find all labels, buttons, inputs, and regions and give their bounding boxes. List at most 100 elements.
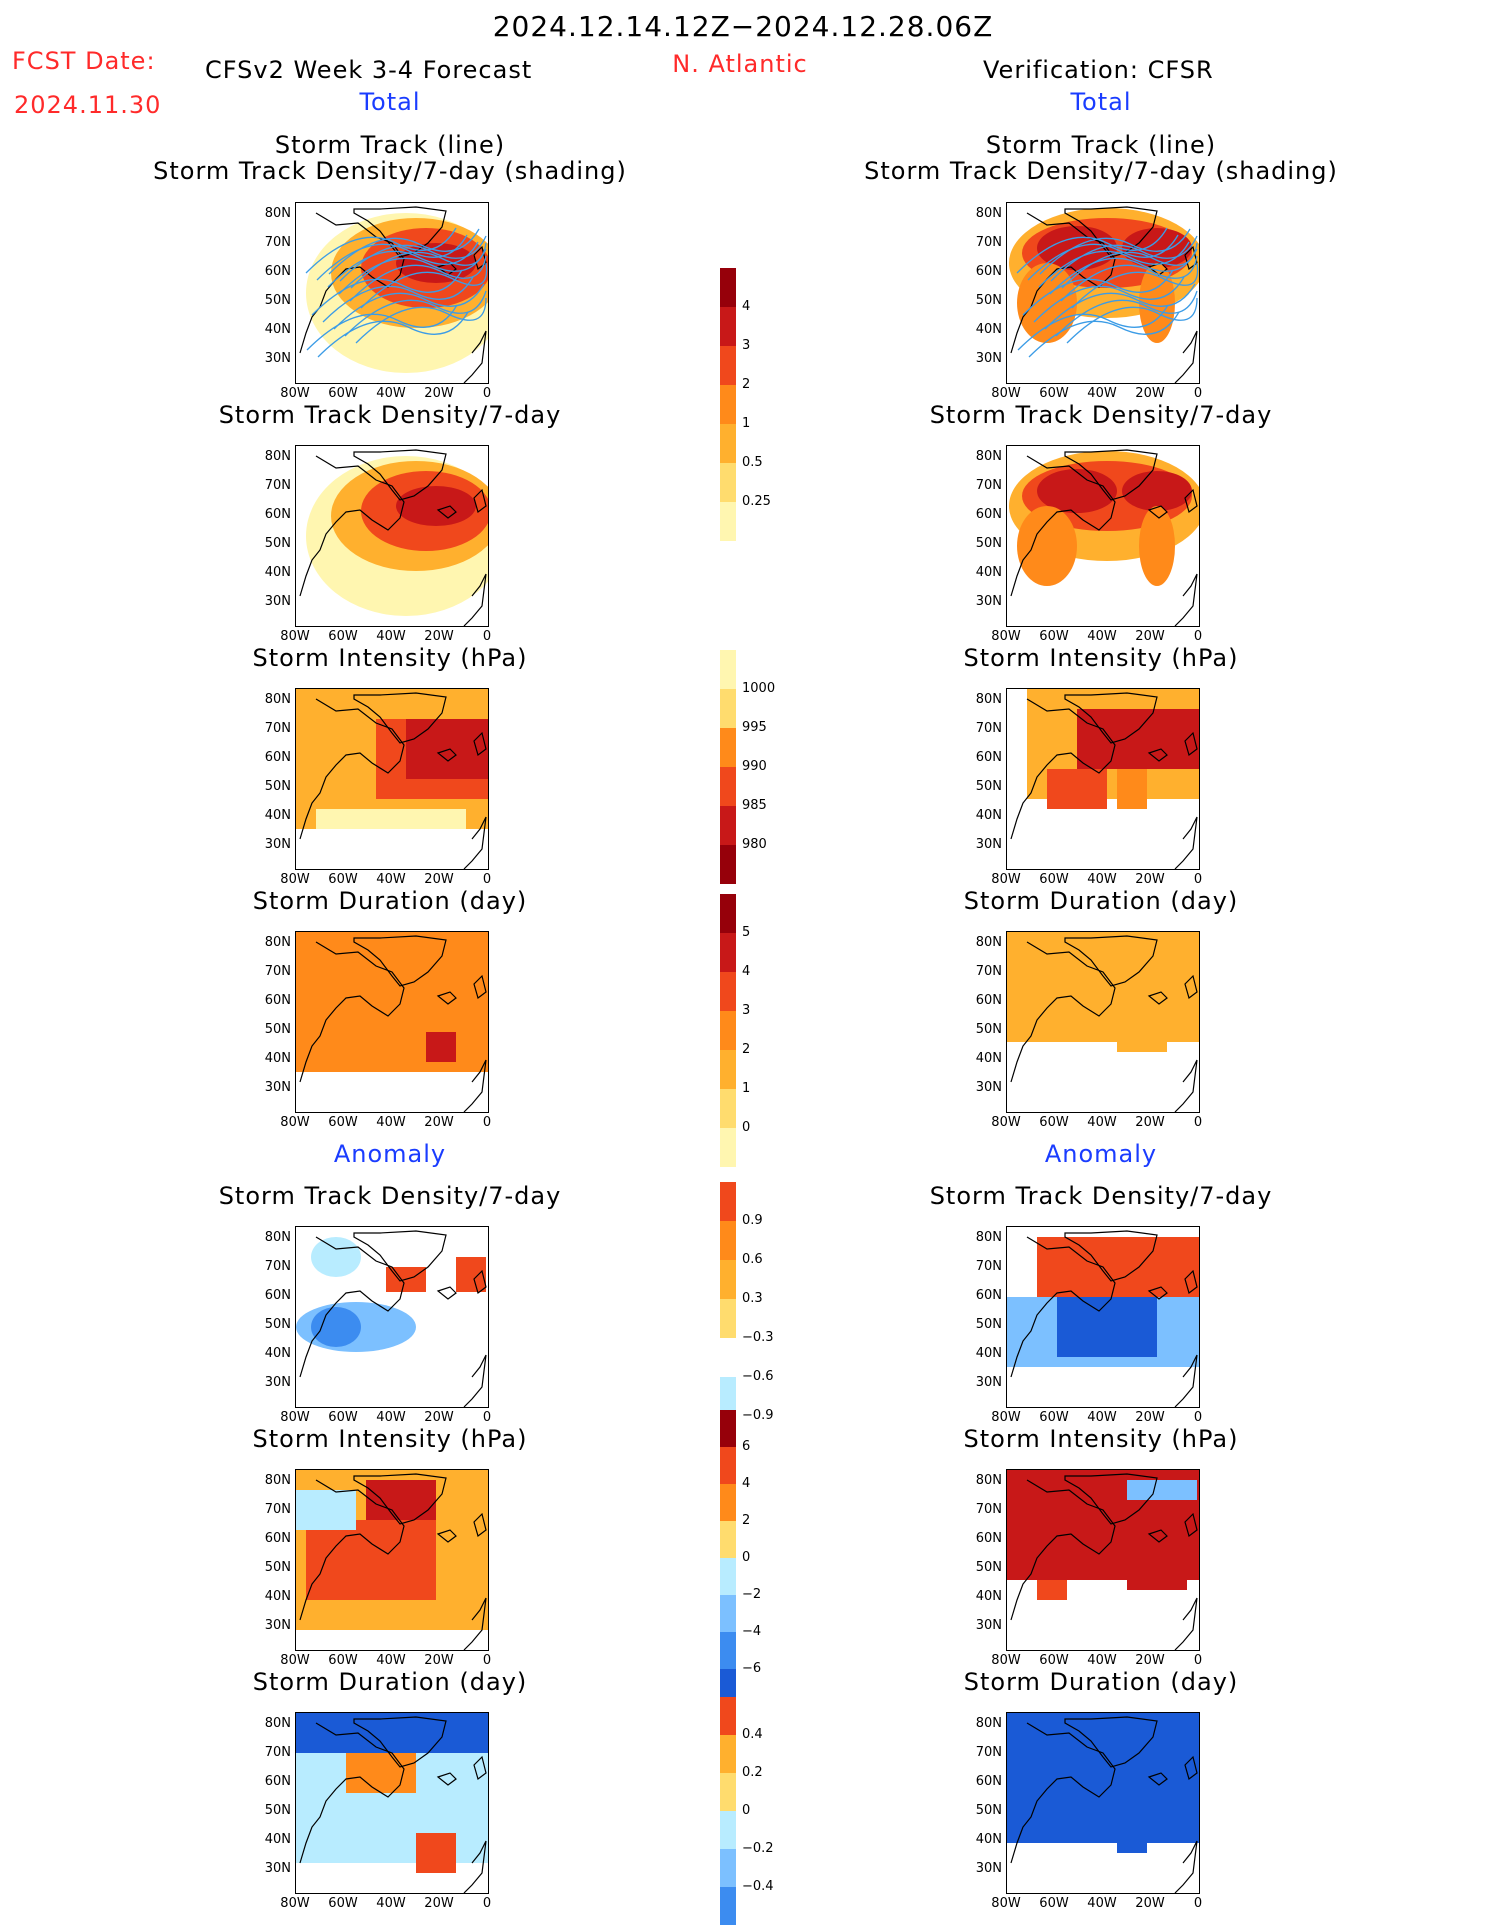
coastline-3	[463, 330, 487, 383]
colorbar-swatch	[720, 1089, 736, 1128]
lon-tick-label: 80W	[991, 1653, 1021, 1668]
anom-cell	[1117, 1823, 1147, 1853]
lat-tick-label: 60N	[975, 750, 1002, 765]
colorbar-swatch	[720, 463, 736, 502]
storm-track-line	[1044, 283, 1196, 330]
lat-tick-label: 80N	[264, 206, 291, 221]
coastline-0	[299, 1722, 405, 1864]
anom-cell	[1057, 1297, 1157, 1357]
anomaly-label-right: Anomaly	[1044, 1140, 1158, 1168]
colorbar-label: 995	[742, 720, 767, 735]
lon-tick-label: 0	[1193, 872, 1203, 887]
coastline-0	[1010, 698, 1116, 840]
anom-cell	[416, 1833, 456, 1873]
lat-tick-label: 50N	[264, 1317, 291, 1332]
lon-tick-label: 0	[1193, 1115, 1203, 1130]
storm-track-line	[1027, 234, 1179, 281]
colorbar-label: −0.9	[742, 1408, 774, 1423]
lon-tick-label: 60W	[328, 872, 358, 887]
storm-track-line	[1050, 235, 1198, 282]
colorbar-label: −0.6	[742, 1369, 774, 1384]
lat-tick-label: 60N	[975, 264, 1002, 279]
colorbar-swatch	[720, 728, 736, 767]
colorbar-swatch	[720, 1484, 736, 1521]
date-range-title: 2024.12.14.12Z−2024.12.28.06Z	[492, 10, 994, 43]
lat-tick-label: 40N	[264, 1589, 291, 1604]
lat-tick-label: 80N	[264, 1716, 291, 1731]
storm-track-line	[317, 311, 469, 358]
lat-tick-label: 80N	[975, 1716, 1002, 1731]
colorbar-swatch	[720, 1128, 736, 1167]
coastline-0	[299, 1479, 405, 1621]
lat-tick-label: 60N	[264, 993, 291, 1008]
fcst-date-value: 2024.11.30	[14, 91, 162, 119]
lat-tick-label: 50N	[975, 779, 1002, 794]
coastline-0	[299, 698, 405, 840]
colorbar-swatch	[720, 894, 736, 933]
colorbar-swatch	[720, 1811, 736, 1849]
region-title: N. Atlantic	[672, 50, 808, 78]
colorbar-swatch	[720, 1595, 736, 1632]
duration-cell	[1117, 1012, 1167, 1052]
colorbar-swatch	[720, 972, 736, 1011]
colorbar-swatch	[720, 845, 736, 884]
lon-tick-label: 80W	[991, 1896, 1021, 1911]
colorbar-label: 980	[742, 837, 767, 852]
colorbar-label: 0.2	[742, 1765, 763, 1780]
lat-tick-label: 70N	[975, 235, 1002, 250]
coastline-1	[1064, 1473, 1158, 1525]
anom-cell	[296, 1490, 356, 1530]
lat-tick-label: 60N	[975, 1531, 1002, 1546]
lat-tick-label: 40N	[264, 322, 291, 337]
lon-tick-label: 20W	[424, 386, 454, 401]
colorbar-label: 2	[742, 1513, 751, 1528]
anom-cell	[1127, 1520, 1187, 1590]
storm-track-line	[1017, 304, 1169, 351]
title-density-left: Storm Track Density/7-day	[218, 401, 562, 429]
coastline-4	[1184, 1755, 1198, 1781]
density-cell	[1017, 506, 1077, 586]
colorbar-density-total	[720, 268, 736, 541]
colorbar-label: 0.3	[742, 1291, 763, 1306]
coastline-3	[1174, 1597, 1198, 1650]
lon-tick-label: 0	[1193, 386, 1203, 401]
colorbar-swatch	[720, 1410, 736, 1447]
duration-cell	[1007, 932, 1199, 1042]
lat-tick-label: 70N	[975, 1745, 1002, 1760]
coastline-3	[1174, 330, 1198, 383]
lat-tick-label: 70N	[975, 721, 1002, 736]
lon-tick-label: 80W	[280, 872, 310, 887]
lon-tick-label: 40W	[376, 1410, 406, 1425]
anom-cell	[366, 1480, 436, 1520]
coastline-4	[473, 1512, 487, 1538]
anomaly-label-left: Anomaly	[333, 1140, 447, 1168]
lat-tick-label: 70N	[264, 235, 291, 250]
cfsr-anomaly-density-map	[1006, 1226, 1200, 1408]
forecast-track-density-with-tracks-map	[295, 202, 489, 384]
lat-tick-label: 40N	[264, 565, 291, 580]
colorbar-swatch	[720, 1299, 736, 1338]
coastline-4	[1184, 1512, 1198, 1538]
lat-tick-label: 40N	[264, 1051, 291, 1066]
total-label-right: Total	[1070, 88, 1132, 116]
anom-cell	[311, 1237, 361, 1277]
anom-cell	[456, 1257, 486, 1292]
storm-track-line	[327, 241, 479, 288]
title-duration-right: Storm Duration (day)	[963, 887, 1239, 915]
lon-tick-label: 40W	[376, 1115, 406, 1130]
lon-tick-label: 40W	[376, 872, 406, 887]
coastline-3	[463, 1597, 487, 1650]
intensity-cell	[1047, 769, 1107, 809]
forecast-duration-map	[295, 931, 489, 1113]
density-cell	[1037, 469, 1117, 513]
coastline-1	[353, 449, 447, 501]
lat-tick-label: 50N	[975, 1560, 1002, 1575]
storm-track-line	[305, 227, 457, 274]
coastline-3	[1174, 816, 1198, 869]
lat-tick-label: 70N	[264, 964, 291, 979]
lat-tick-label: 40N	[264, 1832, 291, 1847]
colorbar-label: 6	[742, 1439, 751, 1454]
lat-tick-label: 60N	[264, 507, 291, 522]
lat-tick-label: 40N	[975, 808, 1002, 823]
coastline-4	[1184, 731, 1198, 757]
